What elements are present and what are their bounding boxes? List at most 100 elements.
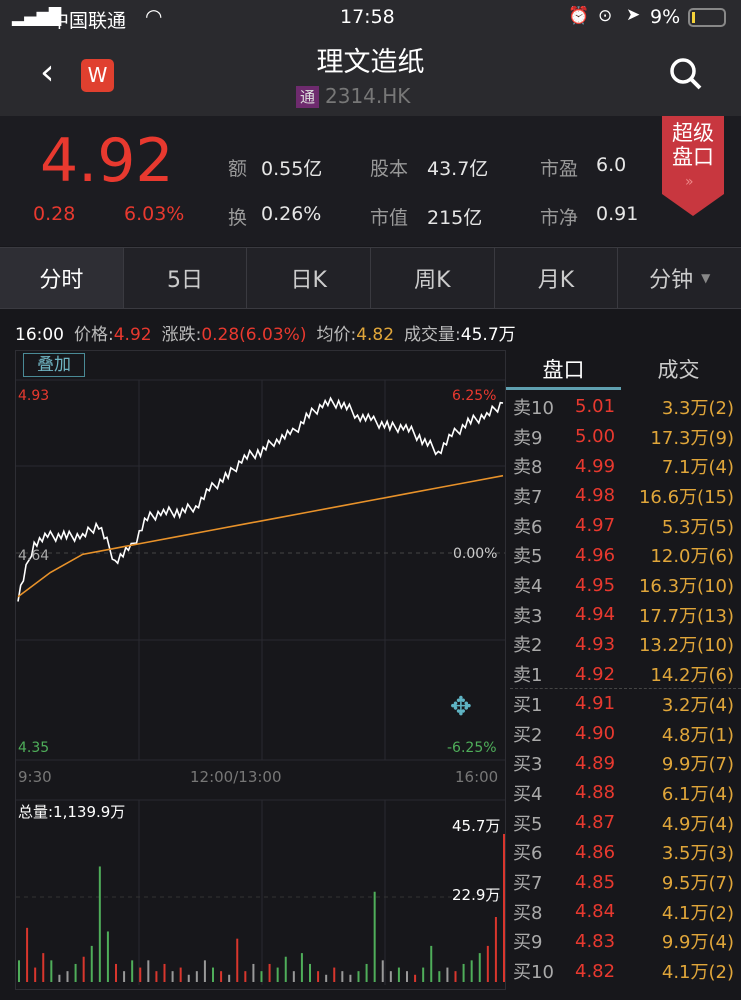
tab-daily-k[interactable]: 日K <box>247 248 372 308</box>
volume-bar <box>478 953 481 982</box>
orderbook-side: 买6 <box>513 843 543 865</box>
orderbook-side: 卖10 <box>513 397 554 419</box>
tab-minute[interactable]: 分钟 ▼ <box>618 248 741 308</box>
orderbook-vol: 12.0万(6) <box>650 546 734 568</box>
volume-bar <box>26 927 29 982</box>
volume-bar <box>454 971 457 982</box>
ask-row[interactable]: 卖6 4.97 5.3万(5) <box>513 511 738 541</box>
stat-value: 6.0 <box>596 154 627 176</box>
pct-max-label: 6.25% <box>452 388 497 404</box>
ask-row[interactable]: 卖2 4.93 13.2万(10) <box>513 630 738 660</box>
vol-mid-label: 22.9万 <box>452 886 501 904</box>
ask-row[interactable]: 卖4 4.95 16.3万(10) <box>513 570 738 600</box>
bid-row[interactable]: 买3 4.89 9.9万(7) <box>513 748 738 778</box>
average-price-line <box>17 474 504 598</box>
volume-bar <box>414 974 417 982</box>
orderbook-vol: 5.3万(5) <box>661 516 734 538</box>
volume-bar <box>486 945 489 982</box>
orderbook-price: 4.84 <box>575 901 616 923</box>
rotation-lock-icon: ⊙ <box>598 6 613 26</box>
orderbook-price: 4.97 <box>575 515 616 537</box>
battery-percent: 9% <box>650 6 681 28</box>
orderbook-vol: 6.1万(4) <box>661 783 734 805</box>
stat-value: 0.26% <box>261 203 322 225</box>
app-logo-icon[interactable]: W <box>81 59 114 92</box>
super-board-label: 超级盘口 <box>672 121 714 169</box>
bid-row[interactable]: 买4 4.88 6.1万(4) <box>513 778 738 808</box>
orderbook-vol: 9.5万(7) <box>661 873 734 895</box>
volume-bar <box>66 971 69 982</box>
volume-bar <box>115 963 117 982</box>
volume-bar <box>438 971 441 982</box>
volume-bar <box>171 971 174 982</box>
tab-minute-label: 分钟 <box>649 268 694 293</box>
search-icon[interactable] <box>668 56 704 94</box>
ask-row[interactable]: 卖7 4.98 16.6万(15) <box>513 481 738 511</box>
super-board-button[interactable]: 超级盘口 » <box>662 116 724 216</box>
info-vol-label: 成交量: <box>404 325 461 345</box>
ask-row[interactable]: 卖3 4.94 17.7万(13) <box>513 600 738 630</box>
volume-bar <box>406 971 408 982</box>
volume-bar <box>163 963 166 982</box>
volume-bar <box>446 967 449 982</box>
volume-bar <box>123 971 126 982</box>
info-line: 16:00 价格:4.92 涨跌:0.28(6.03%) 均价:4.82 成交量:45.… <box>15 320 526 345</box>
stat-value: 215亿 <box>427 207 483 229</box>
bid-row[interactable]: 买7 4.85 9.5万(7) <box>513 867 738 897</box>
tab-orderbook[interactable]: 盘口 <box>506 350 621 390</box>
volume-bar <box>187 974 190 982</box>
overlay-button[interactable]: 叠加 <box>23 353 85 377</box>
bid-row[interactable]: 买9 4.83 9.9万(4) <box>513 927 738 957</box>
tab-weekly-k[interactable]: 周K <box>371 248 495 308</box>
bid-row[interactable]: 买5 4.87 4.9万(4) <box>513 808 738 838</box>
tab-5day[interactable]: 5日 <box>124 248 248 308</box>
volume-bar <box>147 960 150 982</box>
ask-row[interactable]: 卖8 4.99 7.1万(4) <box>513 451 738 481</box>
orderbook-side: 卖1 <box>513 665 543 687</box>
bid-row[interactable]: 买2 4.90 4.8万(1) <box>513 719 738 749</box>
ask-row[interactable]: 卖5 4.96 12.0万(6) <box>513 541 738 571</box>
bid-row[interactable]: 买8 4.84 4.1万(2) <box>513 897 738 927</box>
bid-row[interactable]: 买1 4.91 3.2万(4) <box>513 689 738 719</box>
orderbook-vol: 17.7万(13) <box>638 605 734 627</box>
orderbook-vol: 9.9万(4) <box>661 932 734 954</box>
orderbook-side: 卖4 <box>513 576 543 598</box>
back-icon[interactable]: ‹ <box>40 52 55 93</box>
bid-row[interactable]: 买6 4.86 3.5万(3) <box>513 838 738 868</box>
ask-row[interactable]: 卖1 4.92 14.2万(6) <box>513 659 738 689</box>
x-label-midday: 12:00/13:00 <box>190 768 282 786</box>
volume-bar <box>228 974 231 982</box>
tab-trades[interactable]: 成交 <box>657 358 700 382</box>
orderbook-price: 4.94 <box>575 604 616 626</box>
orderbook-side: 买7 <box>513 873 543 895</box>
ask-row[interactable]: 卖10 5.01 3.3万(2) <box>513 392 738 422</box>
pct-mid-label: 0.00% <box>453 546 498 562</box>
tab-monthly-k[interactable]: 月K <box>495 248 619 308</box>
battery-icon <box>688 8 726 27</box>
orderbook-vol: 4.1万(2) <box>661 962 734 984</box>
y-min-label: 4.35 <box>18 740 50 756</box>
volume-bar <box>430 945 433 982</box>
volume-bar <box>252 963 255 982</box>
chevron-down-icon: » <box>685 174 694 190</box>
stat-value: 43.7亿 <box>427 158 489 180</box>
orderbook-side: 买2 <box>513 724 543 746</box>
volume-bar <box>503 833 505 982</box>
bid-row[interactable]: 买10 4.82 4.1万(2) <box>513 956 738 986</box>
info-avg-label: 均价: <box>316 325 357 345</box>
ask-row[interactable]: 卖9 5.00 17.3万(9) <box>513 422 738 452</box>
info-change-label: 涨跌: <box>161 325 202 345</box>
stat-value: 0.55亿 <box>261 158 323 180</box>
orderbook-side: 买4 <box>513 783 543 805</box>
nav-bar: ‹ W 理文造纸 通 2314.HK <box>0 36 741 116</box>
expand-icon[interactable]: ✥ <box>450 692 472 722</box>
orderbook-vol: 13.2万(10) <box>638 635 734 657</box>
orderbook-vol: 4.9万(4) <box>661 813 734 835</box>
volume-bar <box>373 891 376 982</box>
volume-bar <box>34 967 37 982</box>
stat-label: 市盈 <box>540 158 579 180</box>
tab-intraday[interactable]: 分时 <box>0 248 124 308</box>
volume-bar <box>50 960 53 982</box>
orderbook-price: 4.89 <box>575 752 616 774</box>
alarm-icon: ⏰ <box>568 6 590 26</box>
